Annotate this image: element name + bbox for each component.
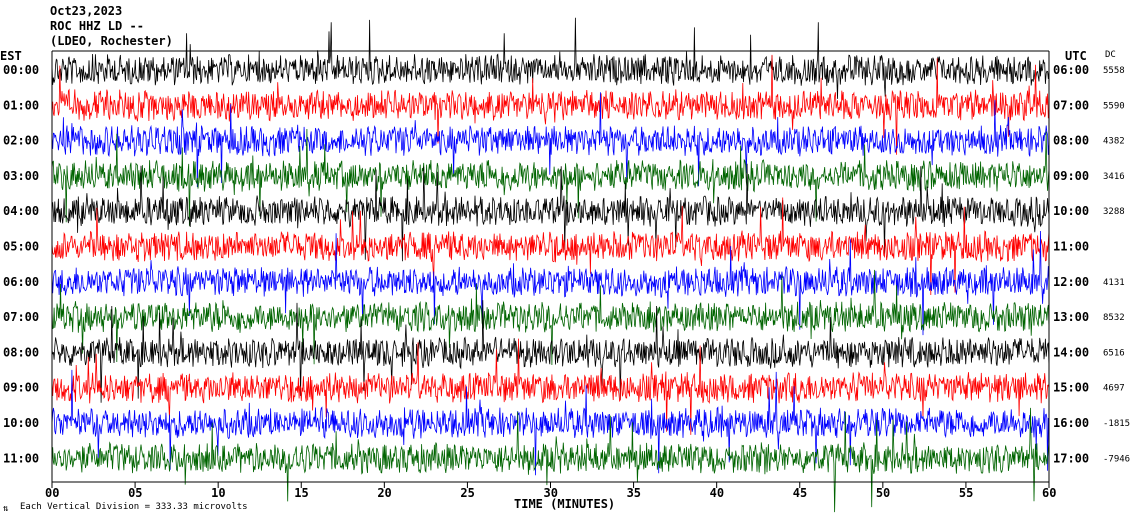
utc-label: 09:00	[1053, 169, 1089, 183]
x-tick-label: 25	[460, 486, 474, 500]
x-tick-label: 45	[793, 486, 807, 500]
scale-mark-icon: ⇅	[3, 504, 9, 514]
x-tick-label: 15	[294, 486, 308, 500]
est-label: 05:00	[3, 240, 39, 254]
dc-value: 3416	[1103, 172, 1125, 182]
x-tick-label: 10	[211, 486, 225, 500]
utc-label: 17:00	[1053, 451, 1089, 465]
x-tick-group: 00 05 10 15 20 25 30 35 40 45 50 55 60	[45, 482, 1056, 500]
dc-value: -1815	[1103, 419, 1130, 429]
dc-value: 5590	[1103, 101, 1125, 111]
est-label: 04:00	[3, 204, 39, 218]
dc-value: 4131	[1103, 278, 1125, 288]
est-label: 07:00	[3, 310, 39, 324]
utc-label: 07:00	[1053, 98, 1089, 112]
seismic-trace-row-8	[51, 300, 1050, 403]
scale-note: Each Vertical Division = 333.33 microvol…	[20, 502, 248, 512]
seismic-trace-row-3	[51, 128, 1050, 226]
utc-label: 15:00	[1053, 381, 1089, 395]
header-station: ROC HHZ LD --	[50, 19, 144, 33]
x-tick-label: 05	[128, 486, 142, 500]
seismic-trace-row-1	[51, 54, 1050, 155]
seismic-trace-row-11	[51, 407, 1050, 513]
dc-title: DC	[1105, 50, 1116, 60]
seismic-trace-row-7	[51, 269, 1050, 366]
x-tick-label: 50	[876, 486, 890, 500]
seismic-trace-row-10	[51, 369, 1050, 476]
utc-label: 16:00	[1053, 416, 1089, 430]
left-axis-title: EST	[0, 49, 22, 63]
x-axis-title: TIME (MINUTES)	[514, 497, 615, 511]
utc-label: 10:00	[1053, 204, 1089, 218]
right-axis-title: UTC	[1065, 49, 1087, 63]
header-date: Oct23,2023	[50, 4, 122, 18]
dc-value: 3288	[1103, 207, 1125, 217]
est-label: 01:00	[3, 98, 39, 112]
est-label: 06:00	[3, 275, 39, 289]
dc-value: 4382	[1103, 137, 1125, 147]
seismic-trace-row-9	[51, 338, 1050, 435]
x-tick-label: 55	[959, 486, 973, 500]
utc-label: 06:00	[1053, 63, 1089, 77]
trace-group	[51, 17, 1050, 513]
x-tick-label: 40	[710, 486, 724, 500]
x-tick-label: 00	[45, 486, 59, 500]
est-label: 09:00	[3, 381, 39, 395]
x-tick-label: 20	[377, 486, 391, 500]
utc-label: 08:00	[1053, 134, 1089, 148]
dc-value: 5558	[1103, 66, 1125, 76]
est-label: 00:00	[3, 63, 39, 77]
header-location: (LDEO, Rochester)	[50, 34, 173, 48]
dc-value: 8532	[1103, 313, 1125, 323]
seismic-trace-row-0	[51, 17, 1050, 99]
utc-label: 12:00	[1053, 275, 1089, 289]
x-tick-label: 30	[544, 486, 558, 500]
seismic-trace-row-6	[51, 230, 1050, 336]
utc-label: 14:00	[1053, 345, 1089, 359]
row-label-group: 00:00 06:00 5558 01:00 07:00 5590 02:00 08:00 43…	[3, 63, 1130, 465]
utc-label: 13:00	[1053, 310, 1089, 324]
seismic-trace-row-5	[51, 197, 1050, 296]
dc-value: -7946	[1103, 454, 1130, 464]
est-label: 08:00	[3, 345, 39, 359]
est-label: 02:00	[3, 134, 39, 148]
est-label: 11:00	[3, 451, 39, 465]
x-tick-label: 35	[627, 486, 641, 500]
seismic-trace-row-2	[51, 92, 1050, 188]
utc-label: 11:00	[1053, 240, 1089, 254]
est-label: 10:00	[3, 416, 39, 430]
dc-value: 4697	[1103, 384, 1125, 394]
x-tick-label: 60	[1042, 486, 1056, 500]
dc-value: 6516	[1103, 348, 1125, 358]
seismic-trace-row-4	[51, 163, 1050, 262]
est-label: 03:00	[3, 169, 39, 183]
